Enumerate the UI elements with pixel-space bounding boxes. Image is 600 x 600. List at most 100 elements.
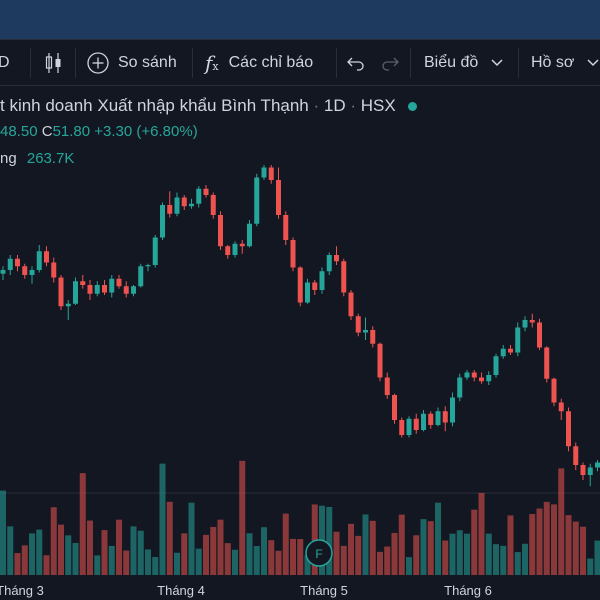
candle-body	[319, 271, 325, 290]
candle-body	[0, 270, 6, 274]
candle-body	[174, 197, 180, 214]
indicators-label: Các chỉ báo	[228, 53, 314, 71]
candle-body	[65, 303, 71, 307]
top-header-bar	[0, 0, 600, 40]
volume-bar	[87, 520, 93, 575]
candle-body	[428, 413, 434, 425]
candle-body	[334, 255, 339, 262]
candle-body	[138, 266, 144, 287]
candle-style-button[interactable]	[44, 40, 64, 85]
toolbar-divider	[518, 48, 519, 78]
volume-bar	[377, 551, 383, 575]
volume-bar	[145, 549, 151, 575]
candle-body	[189, 203, 194, 207]
volume-bar	[36, 529, 43, 575]
profile-dropdown[interactable]: Hồ sơ	[531, 40, 600, 85]
event-marker[interactable]	[305, 539, 333, 567]
candle-body	[399, 420, 405, 435]
candle-body	[87, 285, 93, 294]
volume-bar	[43, 555, 50, 575]
volume-bar	[137, 530, 144, 575]
volume-bar	[391, 532, 398, 575]
x-axis-label: Tháng 4	[157, 583, 205, 598]
candle-body	[392, 395, 397, 420]
toolbar-divider	[410, 48, 411, 78]
candle-body	[464, 372, 470, 378]
market-status-dot[interactable]	[408, 102, 418, 112]
candle-body	[94, 285, 100, 294]
compare-label: So sánh	[118, 53, 177, 71]
volume-bar	[58, 524, 64, 575]
candle-body	[450, 397, 455, 423]
volume-bar	[195, 548, 202, 575]
candle-body	[22, 266, 28, 275]
volume-bar	[261, 527, 267, 575]
volume-bar	[282, 513, 289, 575]
volume-bar	[29, 533, 35, 575]
volume-bar	[406, 557, 412, 575]
candle-body	[232, 243, 238, 255]
volume-bar	[188, 502, 195, 575]
volume-bar	[435, 502, 441, 575]
candle-body	[80, 281, 86, 285]
volume-bar	[224, 543, 231, 575]
candle-body	[7, 258, 13, 270]
volume-bar	[326, 506, 333, 575]
close-prefix: C	[41, 123, 53, 140]
volume-bar	[14, 553, 21, 575]
volume-bar	[217, 519, 224, 575]
candle-body	[283, 215, 289, 240]
candle-body	[102, 285, 107, 293]
chart-type-dropdown[interactable]: Biểu đồ	[424, 40, 504, 85]
volume-legend: ng 263.7K	[0, 150, 74, 167]
volume-bar	[464, 533, 470, 575]
undo-button[interactable]	[346, 40, 366, 85]
profile-label: Hồ sơ	[531, 53, 575, 71]
volume-bar	[551, 504, 557, 575]
volume-bar	[594, 540, 600, 575]
candle-body	[442, 411, 448, 423]
volume-bar	[420, 519, 427, 575]
candle-body	[500, 348, 506, 357]
volume-bar	[413, 535, 420, 575]
volume-bar	[108, 545, 115, 575]
candle-body	[312, 282, 318, 290]
candle-body	[36, 251, 42, 270]
volume-bar	[101, 530, 108, 575]
volume-bar	[65, 535, 72, 575]
volume-bar	[21, 545, 28, 575]
add-circle-icon	[87, 51, 109, 74]
compare-button[interactable]: So sánh	[86, 40, 177, 85]
candle-body	[247, 223, 252, 247]
candle-body	[276, 180, 281, 215]
x-axis-label: Tháng 3	[0, 583, 44, 598]
candle-body	[595, 462, 600, 468]
indicators-button[interactable]: fx Các chỉ báo	[205, 40, 313, 85]
candle-body	[406, 418, 412, 435]
candle-body	[341, 261, 347, 293]
volume-bar	[246, 533, 253, 575]
volume-bar	[311, 504, 318, 575]
candle-body	[551, 378, 557, 403]
interval-button[interactable]: D	[0, 40, 10, 85]
candle-body	[152, 237, 158, 265]
candle-body	[377, 343, 383, 378]
candle-body	[515, 327, 521, 353]
chart-type-label: Biểu đồ	[424, 53, 479, 71]
volume-bar	[159, 463, 166, 575]
redo-button[interactable]	[380, 40, 400, 85]
legend-interval: 1D	[323, 96, 346, 115]
chevron-down-icon	[491, 58, 503, 66]
price-chart[interactable]: F	[0, 86, 600, 580]
volume-bar	[123, 550, 130, 575]
volume-bar	[275, 550, 282, 575]
volume-bar	[362, 514, 369, 575]
candle-body	[471, 372, 477, 378]
candle-body	[486, 375, 492, 382]
candlestick-icon	[45, 52, 61, 73]
volume-bar	[514, 552, 521, 575]
redo-icon	[382, 57, 399, 71]
volume-bar	[485, 533, 492, 575]
candle-body	[479, 377, 484, 382]
volume-bar	[529, 514, 536, 575]
